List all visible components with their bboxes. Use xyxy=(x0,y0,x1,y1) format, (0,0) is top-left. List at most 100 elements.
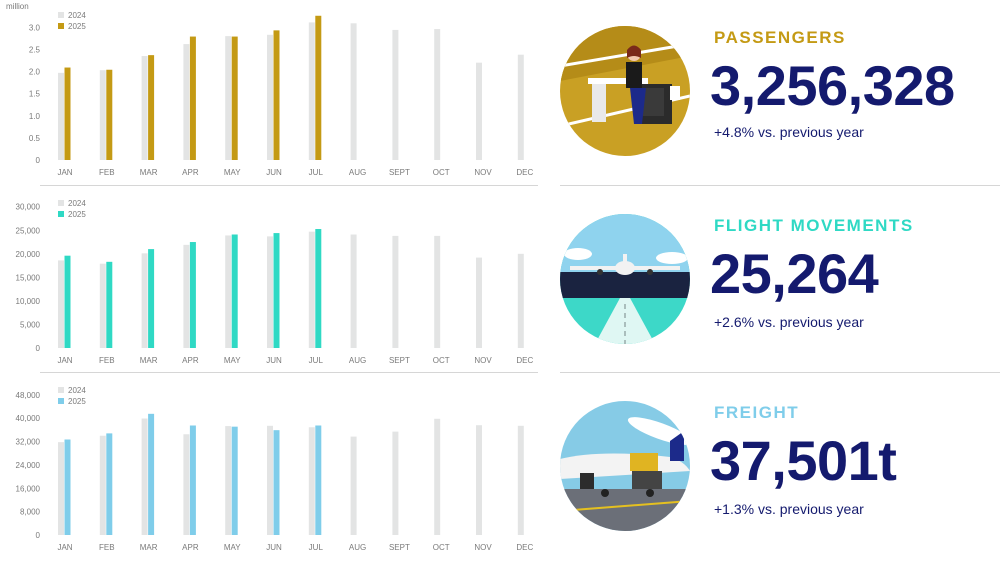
bar-2024-nov xyxy=(476,425,482,535)
bar-2024-nov xyxy=(476,62,482,160)
x-tick-label: FEB xyxy=(99,168,115,177)
bar-2024-jan xyxy=(58,442,64,535)
bar-2024-aug xyxy=(350,23,357,160)
freight-chart: 0 8,000 16,000 24,000 32,000 40,000 48,000 2024… xyxy=(16,386,534,552)
legend-label: 2025 xyxy=(68,22,86,31)
chart-divider xyxy=(40,372,538,373)
x-tick-label: JAN xyxy=(57,168,72,177)
bar-2024-aug xyxy=(350,234,357,348)
y-tick-label: 24,000 xyxy=(16,461,41,470)
chart-divider xyxy=(40,185,538,186)
x-tick-label: OCT xyxy=(433,543,450,552)
x-tick-label: FEB xyxy=(99,543,115,552)
x-tick-label: SEPT xyxy=(389,168,410,177)
x-tick-label: DEC xyxy=(516,356,533,365)
bar-2025-may xyxy=(231,234,238,348)
bar-2024-oct xyxy=(434,418,441,535)
y-tick-label: 32,000 xyxy=(16,438,41,447)
bar-2025-apr xyxy=(189,36,196,160)
bar-2024-feb xyxy=(99,70,106,160)
bar-2024-jan xyxy=(58,260,64,348)
x-tick-label: MAR xyxy=(140,168,158,177)
bar-2024-jun xyxy=(267,34,273,160)
bar-2024-feb xyxy=(99,435,106,535)
bar-2025-jan xyxy=(64,255,71,348)
bar-2024-apr xyxy=(183,244,190,348)
bar-2024-dec xyxy=(517,425,524,535)
legend-swatch xyxy=(58,211,64,217)
passenger-illustration-icon xyxy=(560,26,690,156)
metric-change: +2.6% vs. previous year xyxy=(714,314,864,330)
airplane-runway-illustration-icon xyxy=(560,214,690,344)
legend-swatch xyxy=(58,12,64,18)
bar-2024-sept xyxy=(392,431,399,535)
flight-movements-chart: 0 5,000 10,000 15,000 20,000 25,000 30,000 2024… xyxy=(16,199,534,365)
bar-2025-jul xyxy=(315,425,322,535)
y-tick-label: 10,000 xyxy=(16,297,41,306)
bar-2024-jul xyxy=(308,427,315,535)
bar-2025-feb xyxy=(106,433,113,535)
x-tick-label: AUG xyxy=(349,543,366,552)
y-tick-label: 0 xyxy=(36,531,41,540)
metric-value: 37,501t xyxy=(710,429,897,492)
x-tick-label: JUL xyxy=(309,356,324,365)
metric-value: 25,264 xyxy=(710,242,879,305)
bar-2024-mar xyxy=(141,418,148,535)
x-tick-label: APR xyxy=(182,356,199,365)
y-tick-label: 0 xyxy=(36,156,41,165)
bar-2024-may xyxy=(225,36,232,160)
bar-2025-jul xyxy=(315,229,322,348)
x-tick-label: NOV xyxy=(474,543,492,552)
bar-2025-jun xyxy=(273,430,280,535)
x-tick-label: AUG xyxy=(349,356,366,365)
bar-2025-jul xyxy=(315,15,322,160)
bar-2024-apr xyxy=(183,434,190,535)
x-tick-label: APR xyxy=(182,543,199,552)
freight-metric: FREIGHT 37,501t +1.3% vs. previous year xyxy=(560,375,1000,561)
x-tick-label: MAR xyxy=(140,356,158,365)
bar-2024-may xyxy=(225,235,232,348)
x-tick-label: JUN xyxy=(266,168,282,177)
bar-2024-sept xyxy=(392,235,399,348)
x-tick-label: JAN xyxy=(57,543,72,552)
x-tick-label: JUN xyxy=(266,356,282,365)
bar-2024-jan xyxy=(58,72,64,160)
x-tick-label: SEPT xyxy=(389,543,410,552)
x-tick-label: FEB xyxy=(99,356,115,365)
bar-2025-jan xyxy=(64,67,71,160)
bar-2025-jan xyxy=(64,439,71,535)
passengers-chart: million 0 0.5 1.0 1.5 2.0 2.5 3.0 2024 2025 JAN FEB… xyxy=(6,2,533,177)
metric-change: +1.3% vs. previous year xyxy=(714,501,864,517)
y-tick-label: 0 xyxy=(36,344,41,353)
y-tick-label: 25,000 xyxy=(16,226,41,235)
bar-2025-mar xyxy=(148,249,155,348)
x-tick-label: APR xyxy=(182,168,199,177)
legend-label: 2024 xyxy=(68,11,86,20)
y-tick-label: 5,000 xyxy=(20,320,41,329)
x-tick-label: MAR xyxy=(140,543,158,552)
y-tick-label: 1.0 xyxy=(29,112,41,121)
metric-divider xyxy=(560,372,1000,373)
y-tick-label: 2.5 xyxy=(29,45,41,54)
bar-2024-dec xyxy=(517,54,524,160)
y-tick-label: 15,000 xyxy=(16,273,41,282)
metric-title: FREIGHT xyxy=(714,403,800,422)
bar-2025-jun xyxy=(273,233,280,348)
legend-label: 2024 xyxy=(68,199,86,208)
bar-2024-oct xyxy=(434,29,441,161)
x-tick-label: MAY xyxy=(224,168,241,177)
bar-2025-may xyxy=(231,426,238,535)
legend-swatch xyxy=(58,23,64,29)
y-tick-label: 3.0 xyxy=(29,23,41,32)
x-tick-label: AUG xyxy=(349,168,366,177)
legend-swatch xyxy=(58,387,64,393)
bar-2024-dec xyxy=(517,253,524,348)
metric-title: FLIGHT MOVEMENTS xyxy=(714,216,914,235)
x-tick-label: DEC xyxy=(516,168,533,177)
y-tick-label: 0.5 xyxy=(29,134,41,143)
bar-2024-jun xyxy=(267,425,273,535)
bar-2024-oct xyxy=(434,235,441,348)
y-tick-label: 1.5 xyxy=(29,90,41,99)
bar-2024-aug xyxy=(350,436,357,535)
legend-swatch xyxy=(58,398,64,404)
